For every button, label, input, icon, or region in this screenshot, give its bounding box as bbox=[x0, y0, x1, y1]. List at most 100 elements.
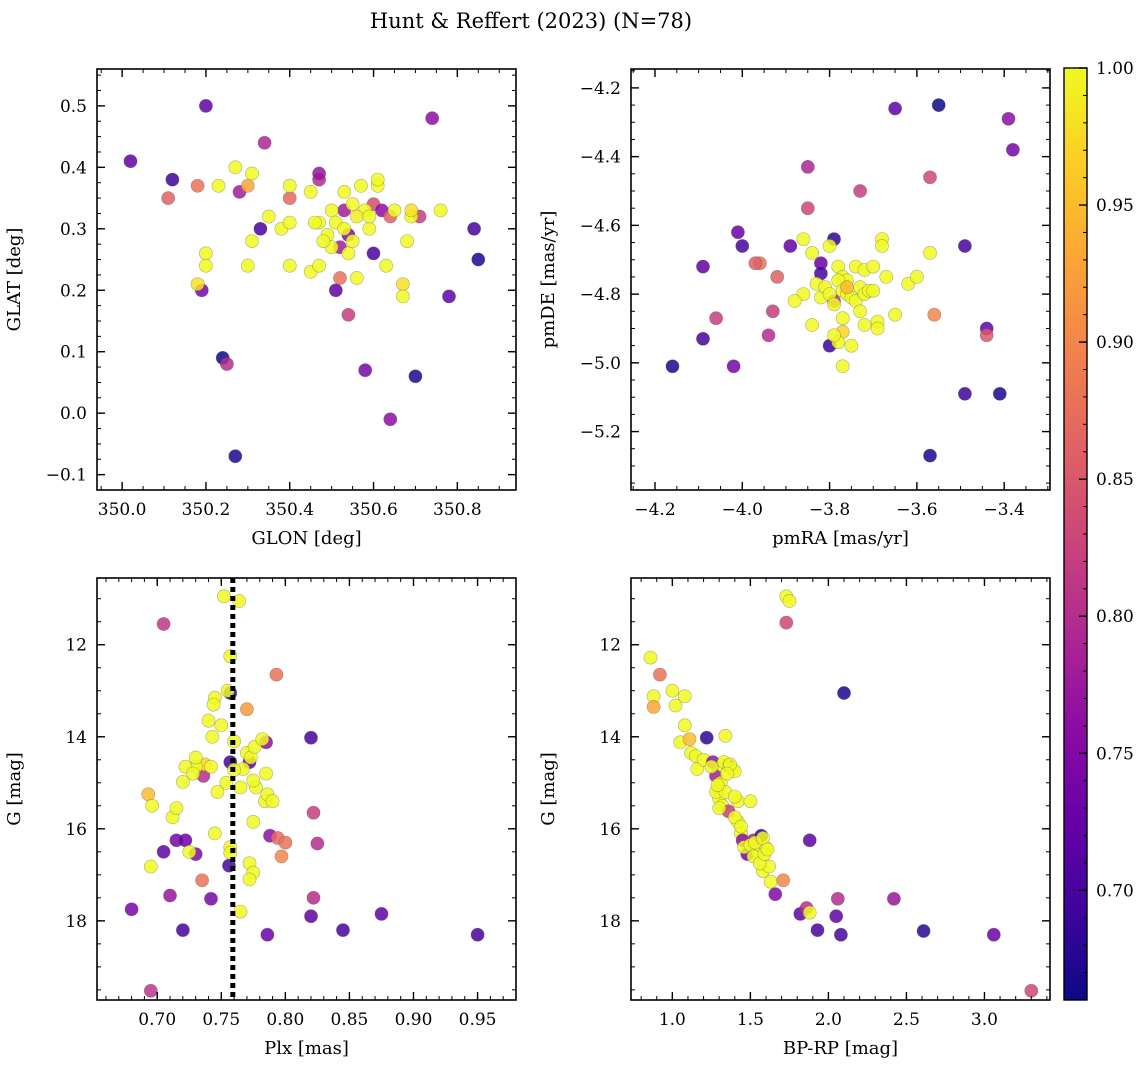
data-point bbox=[979, 328, 994, 343]
data-point bbox=[699, 730, 714, 745]
data-point bbox=[201, 713, 216, 728]
data-point bbox=[425, 111, 440, 126]
data-point bbox=[341, 246, 356, 261]
data-point bbox=[395, 289, 410, 304]
data-point bbox=[779, 615, 794, 630]
data-point bbox=[802, 905, 817, 920]
data-point bbox=[328, 283, 343, 298]
y-tick-label: 0.1 bbox=[60, 343, 87, 363]
data-point bbox=[175, 923, 190, 937]
data-point bbox=[312, 258, 326, 273]
data-point bbox=[198, 246, 213, 261]
data-point bbox=[958, 239, 972, 253]
data-point bbox=[888, 101, 902, 116]
data-point bbox=[123, 154, 138, 169]
data-point bbox=[727, 789, 742, 804]
y-tick-label: −4.2 bbox=[580, 79, 621, 99]
data-point bbox=[204, 891, 218, 906]
data-point bbox=[366, 246, 381, 261]
colorbar: 0.70 0.75 0.80 0.85 0.90 0.95 1.00 bbox=[1063, 59, 1134, 1001]
data-point bbox=[188, 750, 203, 765]
scatter-points bbox=[124, 578, 485, 1000]
data-point bbox=[310, 836, 325, 851]
data-point bbox=[471, 252, 486, 267]
x-tick-label: 3.0 bbox=[971, 1010, 998, 1030]
panel-cmd: 1.0 1.5 2.0 2.5 3.0 12 14 16 18 BP-RP [mag] G [mag… bbox=[538, 577, 1051, 1059]
data-point bbox=[756, 831, 770, 845]
data-point bbox=[304, 730, 318, 745]
data-point bbox=[470, 927, 485, 942]
x-axis-label: pmRA [mas/yr] bbox=[772, 528, 909, 549]
data-point bbox=[198, 99, 213, 113]
x-axis-label: Plx [mas] bbox=[264, 1038, 349, 1059]
data-point bbox=[923, 448, 937, 463]
data-point bbox=[400, 234, 414, 248]
data-point bbox=[175, 775, 190, 789]
data-point bbox=[834, 927, 848, 942]
data-point bbox=[765, 304, 780, 319]
data-point bbox=[853, 304, 867, 319]
data-point bbox=[433, 203, 448, 218]
data-point bbox=[760, 842, 775, 857]
data-point bbox=[282, 191, 297, 205]
colorbar-tick-label: 0.80 bbox=[1096, 607, 1134, 627]
colorbar-tick-label: 0.90 bbox=[1096, 333, 1134, 353]
data-point bbox=[665, 359, 680, 374]
y-tick-label: 14 bbox=[65, 728, 87, 748]
x-tick-label: 0.80 bbox=[266, 1010, 304, 1030]
data-point bbox=[143, 983, 158, 998]
data-point bbox=[677, 689, 692, 704]
data-point bbox=[916, 924, 931, 938]
data-point bbox=[1006, 142, 1020, 157]
y-tick-label: 18 bbox=[599, 912, 621, 932]
y-tick-label: 0.0 bbox=[60, 404, 87, 424]
data-point bbox=[726, 359, 741, 374]
x-tick-label: −4.0 bbox=[722, 500, 763, 520]
data-point bbox=[362, 209, 377, 224]
y-axis-label: G [mag] bbox=[538, 752, 559, 825]
data-point bbox=[830, 891, 845, 906]
data-point bbox=[383, 412, 398, 427]
colorbar-gradient bbox=[1064, 68, 1087, 1000]
data-point bbox=[304, 909, 318, 924]
x-tick-label: −4.2 bbox=[634, 500, 675, 520]
data-point bbox=[259, 766, 273, 781]
data-point bbox=[986, 927, 1001, 942]
data-point bbox=[866, 283, 881, 298]
data-point bbox=[787, 294, 802, 308]
scatter-points bbox=[643, 589, 1039, 998]
data-point bbox=[735, 239, 750, 253]
y-tick-label: −4.4 bbox=[580, 148, 621, 168]
data-point bbox=[800, 159, 815, 174]
panel-pm: −4.2 −4.0 −3.8 −3.6 −3.4 −5.2 −5.0 −4.8 −4.6 −4.4… bbox=[538, 68, 1051, 549]
x-tick-label: 1.5 bbox=[737, 1010, 764, 1030]
y-axis-label: G [mag] bbox=[4, 752, 25, 825]
data-point bbox=[269, 667, 284, 682]
data-point bbox=[156, 617, 171, 631]
data-point bbox=[888, 307, 902, 322]
data-point bbox=[696, 259, 710, 274]
data-point bbox=[169, 801, 184, 815]
data-point bbox=[207, 826, 222, 841]
y-axis-label: GLAT [deg] bbox=[4, 228, 25, 332]
data-point bbox=[260, 927, 275, 942]
data-point bbox=[337, 221, 352, 236]
x-tick-label: 350.8 bbox=[433, 500, 482, 520]
data-point bbox=[927, 307, 942, 322]
data-point bbox=[408, 369, 423, 384]
data-point bbox=[805, 318, 819, 332]
x-tick-label: 2.5 bbox=[893, 1010, 920, 1030]
axes-frame bbox=[630, 577, 1051, 1001]
data-point bbox=[770, 269, 785, 284]
y-tick-label: 12 bbox=[599, 636, 621, 656]
data-point bbox=[282, 215, 297, 230]
data-point bbox=[198, 258, 213, 273]
data-point bbox=[748, 256, 763, 271]
data-point bbox=[349, 271, 364, 285]
data-point bbox=[682, 732, 697, 746]
data-point bbox=[336, 923, 350, 937]
x-tick-label: 350.2 bbox=[182, 500, 231, 520]
y-tick-label: 12 bbox=[65, 636, 87, 656]
data-point bbox=[124, 902, 139, 917]
